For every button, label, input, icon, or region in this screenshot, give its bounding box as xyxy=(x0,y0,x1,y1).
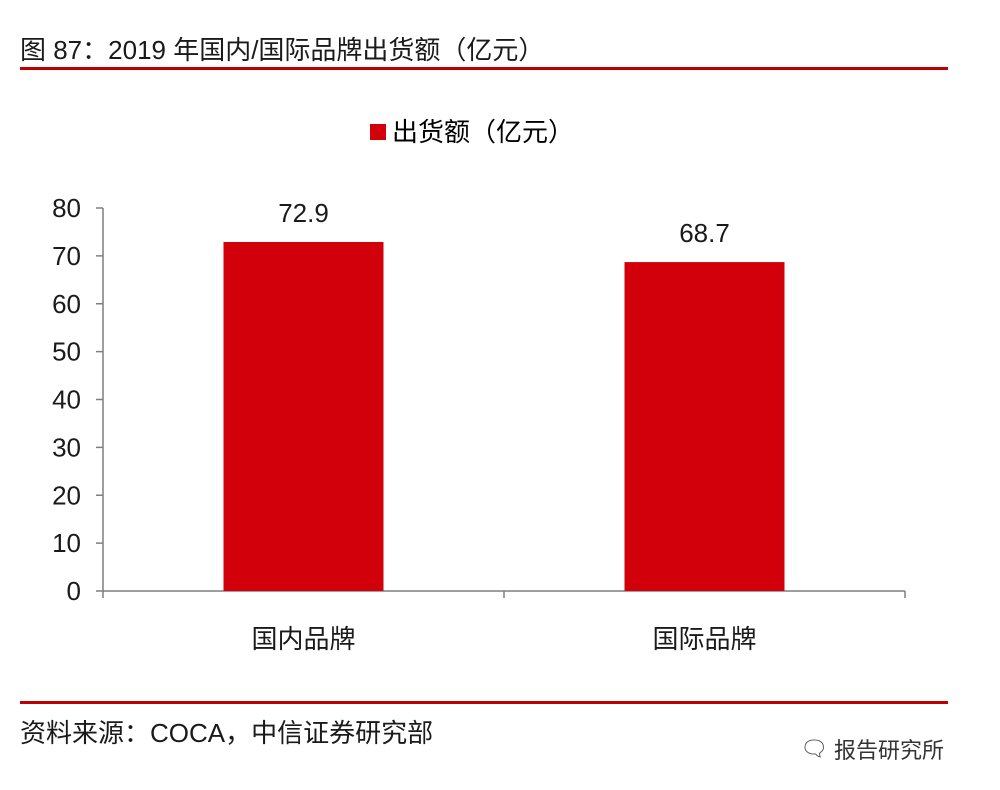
legend-swatch xyxy=(370,124,386,140)
title-divider xyxy=(20,67,948,70)
bar xyxy=(223,241,384,591)
x-tick-label: 国内品牌 xyxy=(251,624,355,654)
y-tick-label: 0 xyxy=(67,576,81,606)
source-divider xyxy=(20,701,948,704)
watermark-text: 报告研究所 xyxy=(833,738,944,763)
wechat-icon: 🗨 xyxy=(800,736,828,761)
bars: 72.9 68.7 xyxy=(223,198,785,591)
x-tick-label: 国际品牌 xyxy=(652,624,756,654)
y-axis: 0 10 20 30 40 50 60 70 80 xyxy=(52,193,104,606)
y-tick-label: 70 xyxy=(52,241,81,271)
y-tick-label: 10 xyxy=(52,528,81,558)
bar-chart: 出货额（亿元） 0 10 20 30 40 50 60 70 80 国内品牌 国际品牌 72.9 6… xyxy=(52,117,906,654)
data-label: 68.7 xyxy=(679,218,730,248)
y-tick-label: 20 xyxy=(52,480,81,510)
legend: 出货额（亿元） xyxy=(370,117,574,147)
y-tick-label: 40 xyxy=(52,385,81,415)
y-tick-label: 50 xyxy=(52,337,81,367)
y-tick-label: 60 xyxy=(52,289,81,319)
legend-label: 出货额（亿元） xyxy=(392,117,574,147)
y-tick-label: 30 xyxy=(52,432,81,462)
bar xyxy=(624,262,785,591)
figure-title: 图 87：2019 年国内/国际品牌出货额（亿元） xyxy=(20,35,545,65)
data-label: 72.9 xyxy=(278,198,329,228)
source-note: 资料来源：COCA，中信证券研究部 xyxy=(20,718,434,748)
watermark: 🗨 报告研究所 xyxy=(800,733,944,765)
y-tick-label: 80 xyxy=(52,193,81,223)
x-axis: 国内品牌 国际品牌 xyxy=(102,590,906,654)
